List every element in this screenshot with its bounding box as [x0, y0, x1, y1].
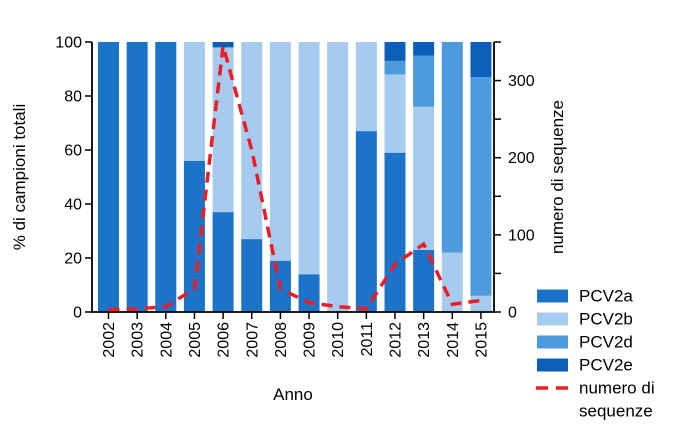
bar-segment-PCV2a-2003 — [126, 42, 148, 312]
legend-label-PCV2d: PCV2d — [579, 333, 633, 352]
x-tick-label: 2014 — [445, 322, 462, 358]
bar-segment-PCV2b-2008 — [269, 42, 291, 261]
bar-segment-PCV2e-2012 — [384, 42, 406, 61]
y-right-tick-label: 200 — [508, 150, 535, 167]
bar-segment-PCV2a-2009 — [298, 274, 320, 312]
y-left-tick-label: 80 — [64, 89, 82, 106]
y-left-tick-label: 20 — [64, 251, 82, 268]
x-tick-label: 2006 — [216, 322, 233, 358]
y-right-tick-label: 0 — [508, 305, 517, 322]
bar-segment-PCV2a-2006 — [212, 212, 234, 312]
bar-segment-PCV2b-2007 — [241, 42, 263, 240]
legend-swatch-PCV2a — [537, 289, 568, 303]
legend-label-PCV2a: PCV2a — [579, 287, 633, 306]
sequence-line — [108, 45, 482, 312]
x-tick-label: 2005 — [187, 322, 204, 358]
bar-segment-PCV2d-2013 — [413, 55, 435, 107]
bar-segment-PCV2a-2013 — [413, 249, 435, 312]
bar-segment-PCV2e-2015 — [470, 42, 492, 78]
bar-segment-PCV2b-2013 — [413, 106, 435, 250]
bar-segment-PCV2b-2005 — [183, 42, 205, 161]
x-tick-label: 2009 — [302, 322, 319, 358]
x-tick-label: 2002 — [101, 322, 118, 358]
x-tick-label: 2003 — [130, 322, 147, 358]
x-axis-title: Anno — [273, 385, 313, 404]
bar-segment-PCV2d-2012 — [384, 60, 406, 75]
x-tick-label: 2013 — [416, 322, 433, 358]
bar-segment-PCV2b-2014 — [441, 252, 463, 312]
bar-segment-PCV2e-2006 — [212, 42, 234, 48]
y-left-tick-label: 40 — [64, 197, 82, 214]
bar-segment-PCV2e-2013 — [413, 42, 435, 56]
legend-swatch-PCV2b — [537, 312, 568, 326]
y-right-tick-label: 100 — [508, 227, 535, 244]
legend-label-PCV2e: PCV2e — [579, 356, 633, 375]
bar-segment-PCV2a-2005 — [183, 160, 205, 312]
bar-segment-PCV2b-2010 — [327, 42, 349, 312]
x-tick-label: 2012 — [388, 322, 405, 358]
bar-segment-PCV2a-2012 — [384, 152, 406, 312]
y-axis-left-title: % di campioni totali — [10, 104, 29, 250]
legend-swatch-PCV2e — [537, 358, 568, 372]
bar-segment-PCV2b-2012 — [384, 74, 406, 153]
x-tick-label: 2010 — [330, 322, 347, 358]
legend-label-PCV2b: PCV2b — [579, 310, 633, 329]
bar-segment-PCV2b-2015 — [470, 295, 492, 312]
x-tick-label: 2007 — [244, 322, 261, 358]
legend-swatch-PCV2d — [537, 335, 568, 349]
y-left-tick-label: 100 — [55, 35, 82, 52]
bar-segment-PCV2b-2009 — [298, 42, 320, 275]
y-left-tick-label: 0 — [73, 305, 82, 322]
bar-segment-PCV2a-2007 — [241, 239, 263, 312]
bar-segment-PCV2a-2004 — [155, 42, 177, 312]
legend-label-line-0: numero di — [579, 379, 655, 398]
bar-segment-PCV2d-2015 — [470, 77, 492, 296]
x-tick-label: 2011 — [359, 322, 376, 357]
x-tick-label: 2004 — [158, 322, 175, 358]
bar-segment-PCV2a-2011 — [355, 131, 377, 312]
legend-label-line-1: sequenze — [579, 402, 653, 421]
x-tick-label: 2015 — [473, 322, 490, 358]
bar-segment-PCV2d-2014 — [441, 42, 463, 253]
bar-segment-PCV2a-2002 — [98, 42, 119, 312]
y-left-tick-label: 60 — [64, 143, 82, 160]
x-tick-label: 2008 — [273, 322, 290, 358]
y-axis-right-title: numero di sequenze — [548, 100, 567, 254]
y-right-tick-label: 300 — [508, 73, 535, 90]
bar-segment-PCV2b-2011 — [355, 42, 377, 132]
